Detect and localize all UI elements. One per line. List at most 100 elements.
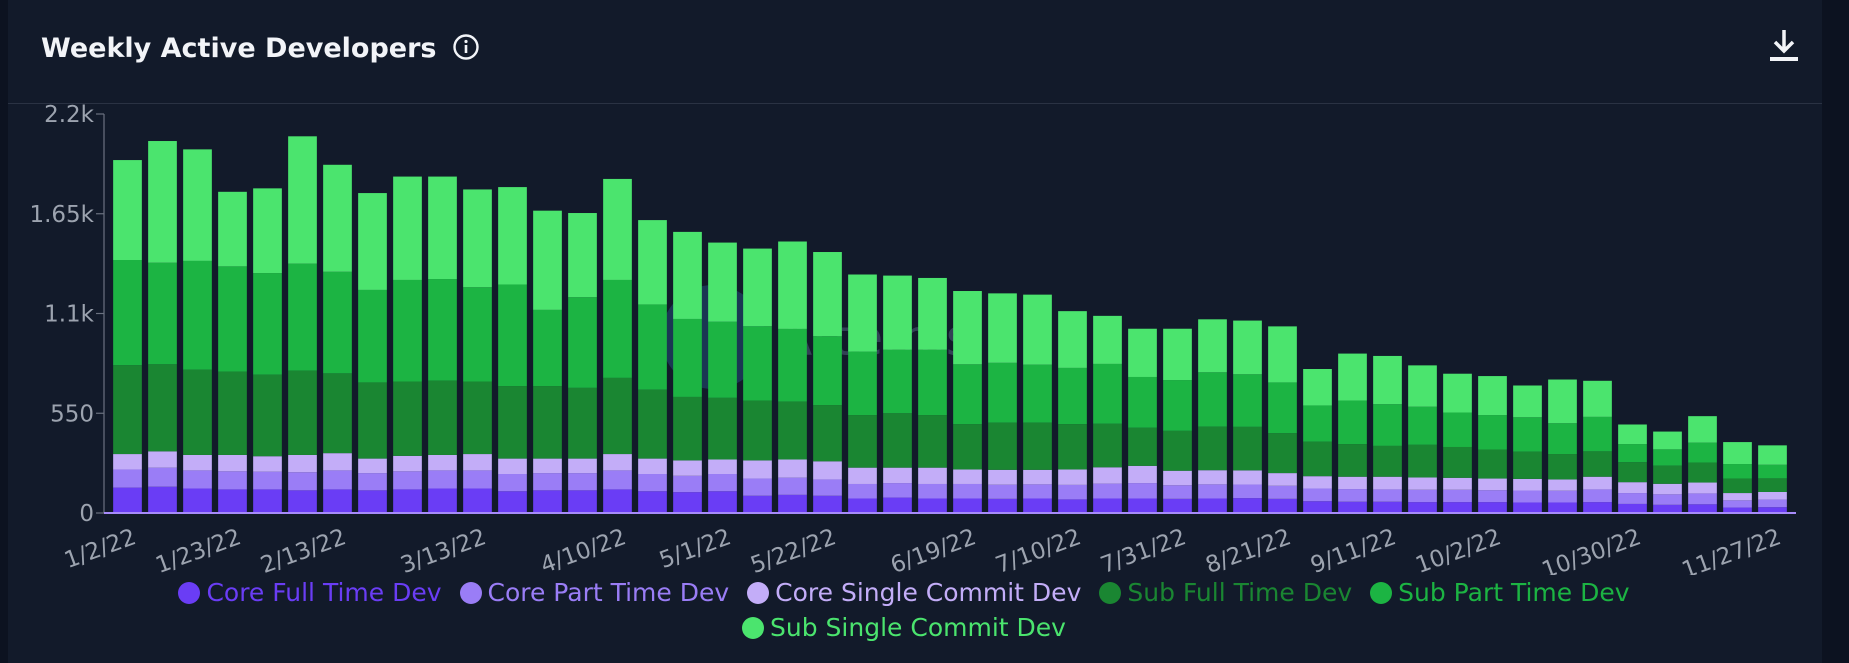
bar-segment	[1548, 423, 1577, 455]
bar-segment	[113, 487, 142, 513]
bar-segment	[883, 497, 912, 513]
bar-segment	[743, 248, 772, 327]
bar-segment	[323, 453, 352, 471]
bar-segment	[148, 141, 177, 263]
legend-item[interactable]: Core Single Commit Dev	[747, 578, 1081, 607]
bar-segment	[1548, 379, 1577, 424]
legend-swatch	[1099, 581, 1122, 604]
bar-segment	[1443, 373, 1472, 413]
bar-segment	[743, 460, 772, 479]
bar-segment	[1233, 484, 1262, 499]
bar-segment	[148, 262, 177, 365]
bar-segment	[708, 474, 737, 492]
bar-segment	[1513, 490, 1542, 503]
bar-segment	[778, 459, 807, 478]
legend-item[interactable]: Sub Part Time Dev	[1370, 578, 1630, 607]
bar-segment	[183, 454, 212, 471]
legend-label: Sub Part Time Dev	[1398, 578, 1630, 607]
bar-segment	[498, 491, 527, 513]
legend-item[interactable]: Sub Full Time Dev	[1099, 578, 1352, 607]
bar-segment	[673, 475, 702, 493]
bar-segment	[1093, 498, 1122, 513]
bar-segment	[953, 424, 982, 470]
bar-segment	[498, 187, 527, 285]
bar-segment	[148, 364, 177, 452]
bar-segment	[428, 454, 457, 471]
bar-segment	[1478, 449, 1507, 479]
download-icon[interactable]	[1768, 28, 1800, 64]
legend-label: Core Full Time Dev	[206, 578, 442, 607]
bar-segment	[813, 405, 842, 462]
bar-segment	[988, 422, 1017, 470]
legend-item[interactable]: Core Part Time Dev	[459, 578, 729, 607]
bar-segment	[1058, 499, 1087, 513]
x-tick-label: 2/13/22	[257, 524, 349, 575]
bar-segment	[1513, 502, 1542, 513]
bar-segment	[1723, 507, 1752, 513]
bar-segment	[1618, 444, 1647, 463]
bar-segment	[1058, 311, 1087, 368]
bar-segment	[183, 260, 212, 370]
bar-segment	[463, 381, 492, 455]
bar-segment	[883, 413, 912, 468]
bar-segment	[988, 362, 1017, 423]
bar-segment	[1758, 491, 1787, 500]
x-tick-label: 7/10/22	[992, 524, 1084, 575]
bar-segment	[358, 458, 387, 474]
bar-segment	[1128, 465, 1157, 484]
x-tick-label: 9/11/22	[1307, 524, 1399, 575]
bar-segment	[1303, 368, 1332, 406]
bar-segment	[1653, 465, 1682, 484]
legend-item[interactable]: Sub Single Commit Dev	[742, 613, 1066, 642]
y-tick-label: 2.2k	[44, 102, 95, 128]
bar-segment	[848, 467, 877, 484]
bar-segment	[568, 473, 597, 491]
bar-segment	[218, 454, 247, 472]
bar-segment	[218, 371, 247, 455]
bar-segment	[393, 176, 422, 280]
bar-segment	[1758, 445, 1787, 465]
bar-segment	[1093, 315, 1122, 364]
x-tick-label: 6/19/22	[887, 524, 979, 575]
bar-segment	[1058, 469, 1087, 485]
bar-segment	[673, 318, 702, 397]
bar-segment	[638, 389, 667, 459]
x-tick-label: 10/2/22	[1412, 524, 1504, 575]
bar-segment	[1758, 499, 1787, 508]
bar-segment	[1303, 441, 1332, 477]
bar-segment	[1268, 382, 1297, 434]
bar-segment	[778, 401, 807, 460]
bar-segment	[393, 455, 422, 472]
bar-segment	[848, 274, 877, 352]
bar-segment	[1653, 504, 1682, 513]
bar-segment	[1513, 478, 1542, 491]
bar-segment	[1443, 502, 1472, 513]
bar-segment	[1268, 473, 1297, 486]
bar-segment	[1408, 477, 1437, 490]
bar-segment	[288, 263, 317, 371]
bar-segment	[533, 490, 562, 513]
bar-segment	[463, 454, 492, 471]
bar-segment	[1373, 355, 1402, 405]
bar-segment	[1338, 489, 1367, 502]
bar-segment	[393, 489, 422, 513]
bar-segment	[218, 191, 247, 267]
info-icon[interactable]	[452, 33, 480, 61]
bar-segment	[1093, 467, 1122, 484]
legend-item[interactable]: Core Full Time Dev	[178, 578, 442, 607]
chart: Artemis 05501.1k1.65k2.2k1/2/221/23/222/…	[29, 102, 1796, 575]
bar-segment	[393, 471, 422, 490]
bar-segment	[638, 304, 667, 390]
legend-label: Core Single Commit Dev	[775, 578, 1082, 607]
bar-segment	[1408, 489, 1437, 503]
bar-segment	[708, 459, 737, 475]
bar-segment	[1653, 494, 1682, 505]
bar-segment	[988, 469, 1017, 485]
bar-segment	[1723, 493, 1752, 501]
bar-segment	[288, 472, 317, 491]
bar-segment	[568, 213, 597, 298]
bar-segment	[253, 456, 282, 472]
bar-segment	[253, 188, 282, 274]
bar-segment	[1688, 504, 1717, 513]
bar-segment	[358, 490, 387, 513]
